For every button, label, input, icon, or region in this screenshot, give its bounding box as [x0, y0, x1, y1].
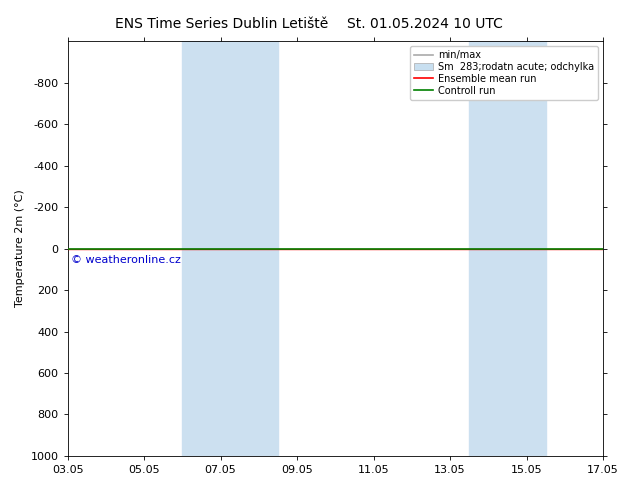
Text: ENS Time Series Dublin Letiště: ENS Time Series Dublin Letiště [115, 17, 328, 31]
Bar [183, 41, 278, 456]
Text: © weatheronline.cz: © weatheronline.cz [72, 255, 181, 265]
Text: St. 01.05.2024 10 UTC: St. 01.05.2024 10 UTC [347, 17, 503, 31]
Legend: min/max, Sm  283;rodatn acute; odchylka, Ensemble mean run, Controll run: min/max, Sm 283;rodatn acute; odchylka, … [410, 46, 598, 99]
Y-axis label: Temperature 2m (°C): Temperature 2m (°C) [15, 190, 25, 307]
Bar [469, 41, 546, 456]
